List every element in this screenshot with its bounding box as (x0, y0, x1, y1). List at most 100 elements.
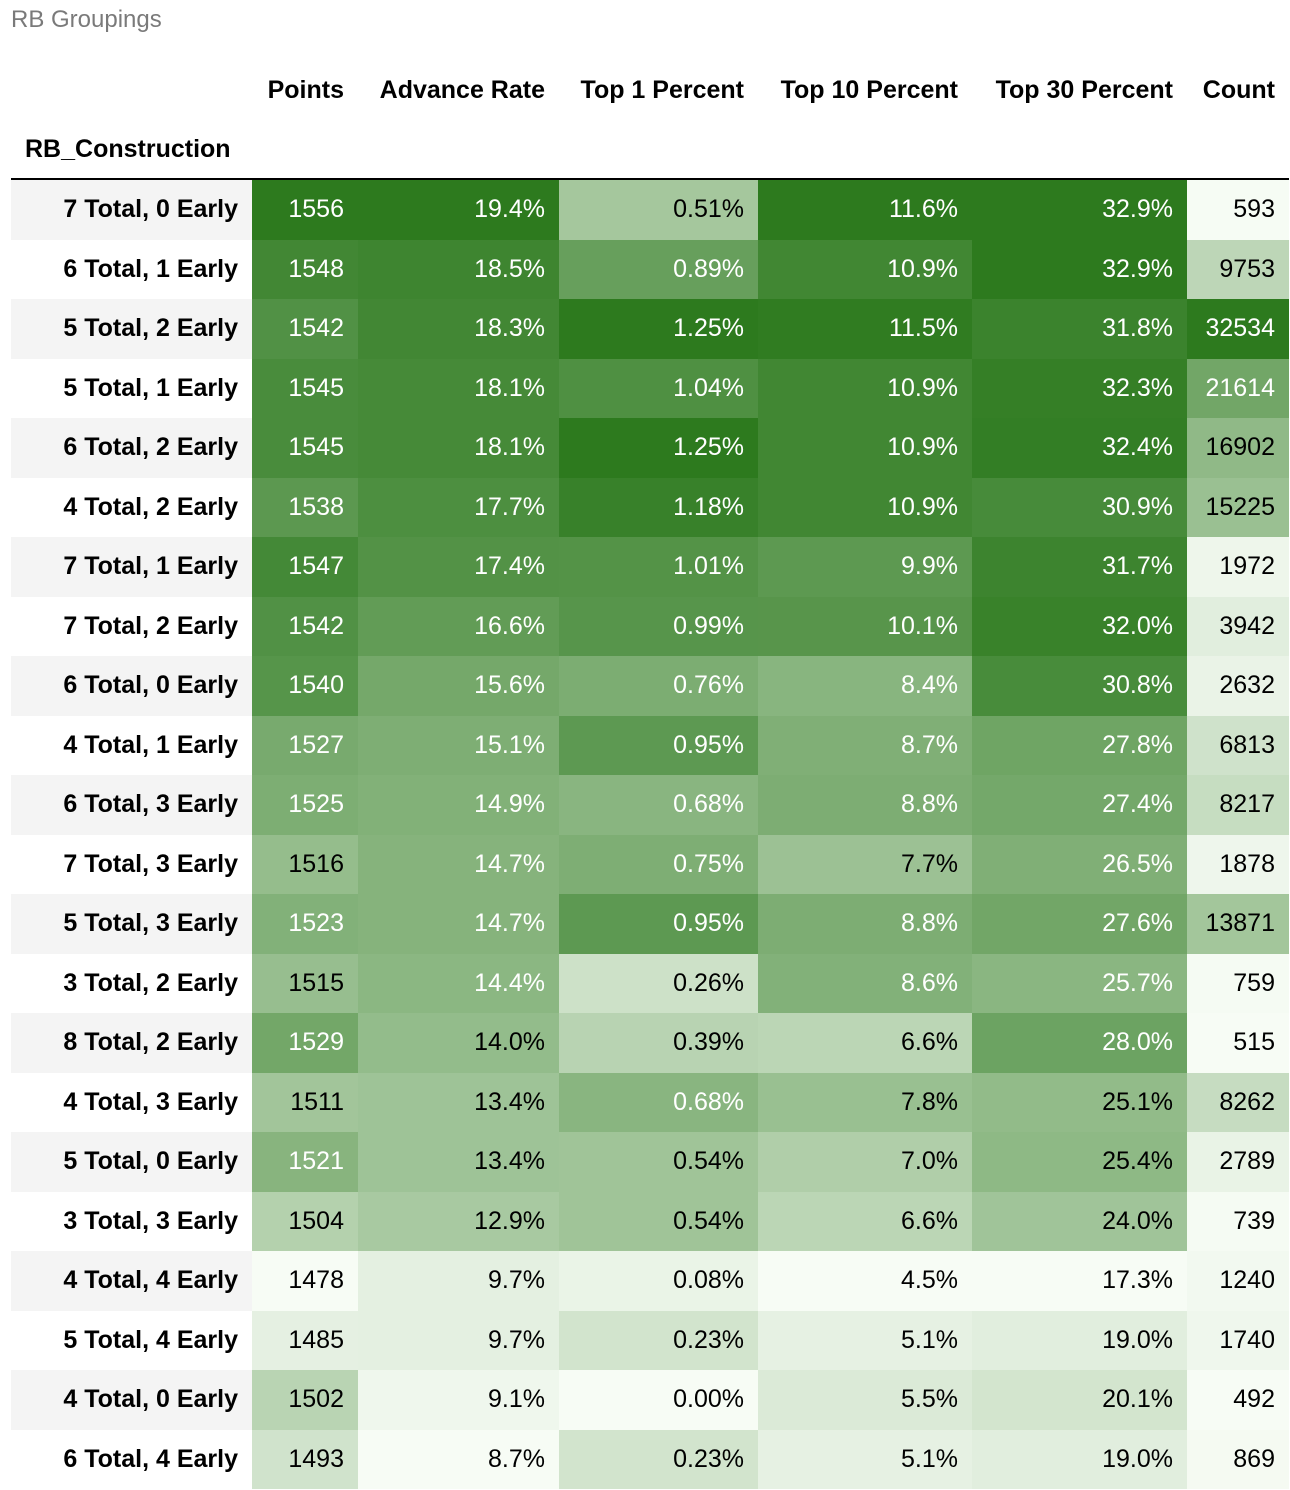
table-cell: 8.7% (758, 715, 972, 775)
table-cell: 8.8% (758, 775, 972, 835)
table-row: 4 Total, 3 Early 1511 13.4% 0.68% 7.8% 25.1% 8… (11, 1072, 1289, 1132)
table-cell: 1878 (1187, 834, 1289, 894)
table-cell: 14.7% (358, 894, 559, 954)
table-cell: 17.4% (358, 537, 559, 597)
table-cell: 8217 (1187, 775, 1289, 835)
table-cell: 6813 (1187, 715, 1289, 775)
table-cell: 14.7% (358, 834, 559, 894)
table-cell: 1525 (252, 775, 358, 835)
table-cell: 1493 (252, 1429, 358, 1489)
row-label: 5 Total, 3 Early (11, 894, 252, 954)
table-cell: 31.8% (972, 299, 1187, 359)
table-cell: 8.7% (358, 1429, 559, 1489)
table-cell: 0.54% (559, 1191, 758, 1251)
row-label: 5 Total, 0 Early (11, 1132, 252, 1192)
table-cell: 7.7% (758, 834, 972, 894)
table-cell: 1523 (252, 894, 358, 954)
table-cell: 30.9% (972, 477, 1187, 537)
table-row: 5 Total, 0 Early 1521 13.4% 0.54% 7.0% 25.4% 2… (11, 1132, 1289, 1192)
row-label: 7 Total, 2 Early (11, 596, 252, 656)
table-cell: 18.3% (358, 299, 559, 359)
table-cell: 1547 (252, 537, 358, 597)
table-cell: 0.99% (559, 596, 758, 656)
table-cell: 1556 (252, 179, 358, 240)
table-cell: 32.4% (972, 418, 1187, 478)
column-header: Top 10 Percent (780, 75, 958, 104)
table-cell: 24.0% (972, 1191, 1187, 1251)
table-row: 7 Total, 2 Early 1542 16.6% 0.99% 10.1% 32.0%… (11, 596, 1289, 656)
table-cell: 0.08% (559, 1251, 758, 1311)
table-cell: 1502 (252, 1370, 358, 1430)
row-label: 4 Total, 4 Early (11, 1251, 252, 1311)
column-header-row: Points Advance Rate Top 1 Percent Top 10… (11, 60, 1289, 120)
table-cell: 28.0% (972, 1013, 1187, 1073)
row-label: 4 Total, 1 Early (11, 715, 252, 775)
table-cell: 27.6% (972, 894, 1187, 954)
table-cell: 18.1% (358, 418, 559, 478)
table-cell: 15.6% (358, 656, 559, 716)
row-label: 7 Total, 3 Early (11, 834, 252, 894)
table-cell: 0.54% (559, 1132, 758, 1192)
row-label: 4 Total, 2 Early (11, 477, 252, 537)
row-label: 5 Total, 4 Early (11, 1310, 252, 1370)
table-cell: 10.9% (758, 239, 972, 299)
row-label: 5 Total, 2 Early (11, 299, 252, 359)
table-cell: 18.5% (358, 239, 559, 299)
row-label: 7 Total, 0 Early (11, 179, 252, 240)
table-row: 6 Total, 4 Early 1493 8.7% 0.23% 5.1% 19.0% 86… (11, 1429, 1289, 1489)
table-cell: 10.9% (758, 418, 972, 478)
table-cell: 31.7% (972, 537, 1187, 597)
table-cell: 1527 (252, 715, 358, 775)
table-row: 7 Total, 3 Early 1516 14.7% 0.75% 7.7% 26.5% 1… (11, 834, 1289, 894)
row-label: 6 Total, 3 Early (11, 775, 252, 835)
table-cell: 14.9% (358, 775, 559, 835)
table-cell: 27.4% (972, 775, 1187, 835)
table-cell: 13.4% (358, 1072, 559, 1132)
table-row: 3 Total, 2 Early 1515 14.4% 0.26% 8.6% 25.7% 7… (11, 953, 1289, 1013)
table-cell: 1504 (252, 1191, 358, 1251)
table-cell: 0.95% (559, 715, 758, 775)
table-cell: 32.0% (972, 596, 1187, 656)
table-cell: 16.6% (358, 596, 559, 656)
table-cell: 0.75% (559, 834, 758, 894)
column-header-blank (11, 60, 252, 120)
table-row: 4 Total, 1 Early 1527 15.1% 0.95% 8.7% 27.8% 6… (11, 715, 1289, 775)
table-cell: 0.95% (559, 894, 758, 954)
table-row: 5 Total, 3 Early 1523 14.7% 0.95% 8.8% 27.6% 1… (11, 894, 1289, 954)
table-cell: 1542 (252, 596, 358, 656)
table-cell: 32534 (1187, 299, 1289, 359)
table-cell: 15225 (1187, 477, 1289, 537)
column-header: Advance Rate (379, 75, 545, 104)
index-header-row: RB_Construction (11, 120, 1289, 180)
row-label: 4 Total, 3 Early (11, 1072, 252, 1132)
column-header: Top 1 Percent (580, 75, 744, 104)
table-cell: 13.4% (358, 1132, 559, 1192)
table-cell: 21614 (1187, 358, 1289, 418)
row-label: 6 Total, 0 Early (11, 656, 252, 716)
table-cell: 0.00% (559, 1370, 758, 1430)
table-cell: 5.5% (758, 1370, 972, 1430)
table-cell: 1545 (252, 418, 358, 478)
table-row: 6 Total, 2 Early 1545 18.1% 1.25% 10.9% 32.4%… (11, 418, 1289, 478)
row-label: 5 Total, 1 Early (11, 358, 252, 418)
table-cell: 759 (1187, 953, 1289, 1013)
table-cell: 7.0% (758, 1132, 972, 1192)
table-cell: 25.7% (972, 953, 1187, 1013)
table-cell: 32.3% (972, 358, 1187, 418)
table-row: 5 Total, 1 Early 1545 18.1% 1.04% 10.9% 32.3%… (11, 358, 1289, 418)
table-cell: 8262 (1187, 1072, 1289, 1132)
table-cell: 15.1% (358, 715, 559, 775)
table-body: 7 Total, 0 Early 1556 19.4% 0.51% 11.6% 32.9%… (11, 179, 1289, 1489)
table-cell: 8.4% (758, 656, 972, 716)
table-cell: 9.7% (358, 1310, 559, 1370)
table-cell: 515 (1187, 1013, 1289, 1073)
table-cell: 1548 (252, 239, 358, 299)
table-cell: 0.68% (559, 775, 758, 835)
table-cell: 0.23% (559, 1429, 758, 1489)
table-cell: 1740 (1187, 1310, 1289, 1370)
table-row: 5 Total, 2 Early 1542 18.3% 1.25% 11.5% 31.8%… (11, 299, 1289, 359)
table-row: 7 Total, 0 Early 1556 19.4% 0.51% 11.6% 32.9%… (11, 179, 1289, 240)
table-cell: 0.76% (559, 656, 758, 716)
index-name: RB_Construction (11, 120, 252, 180)
table-cell: 17.3% (972, 1251, 1187, 1311)
